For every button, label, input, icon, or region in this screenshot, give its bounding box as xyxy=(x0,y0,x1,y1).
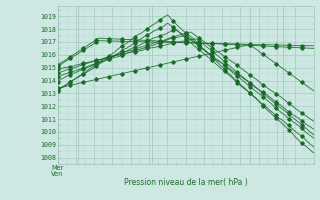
X-axis label: Pression niveau de la mer( hPa ): Pression niveau de la mer( hPa ) xyxy=(124,178,247,187)
